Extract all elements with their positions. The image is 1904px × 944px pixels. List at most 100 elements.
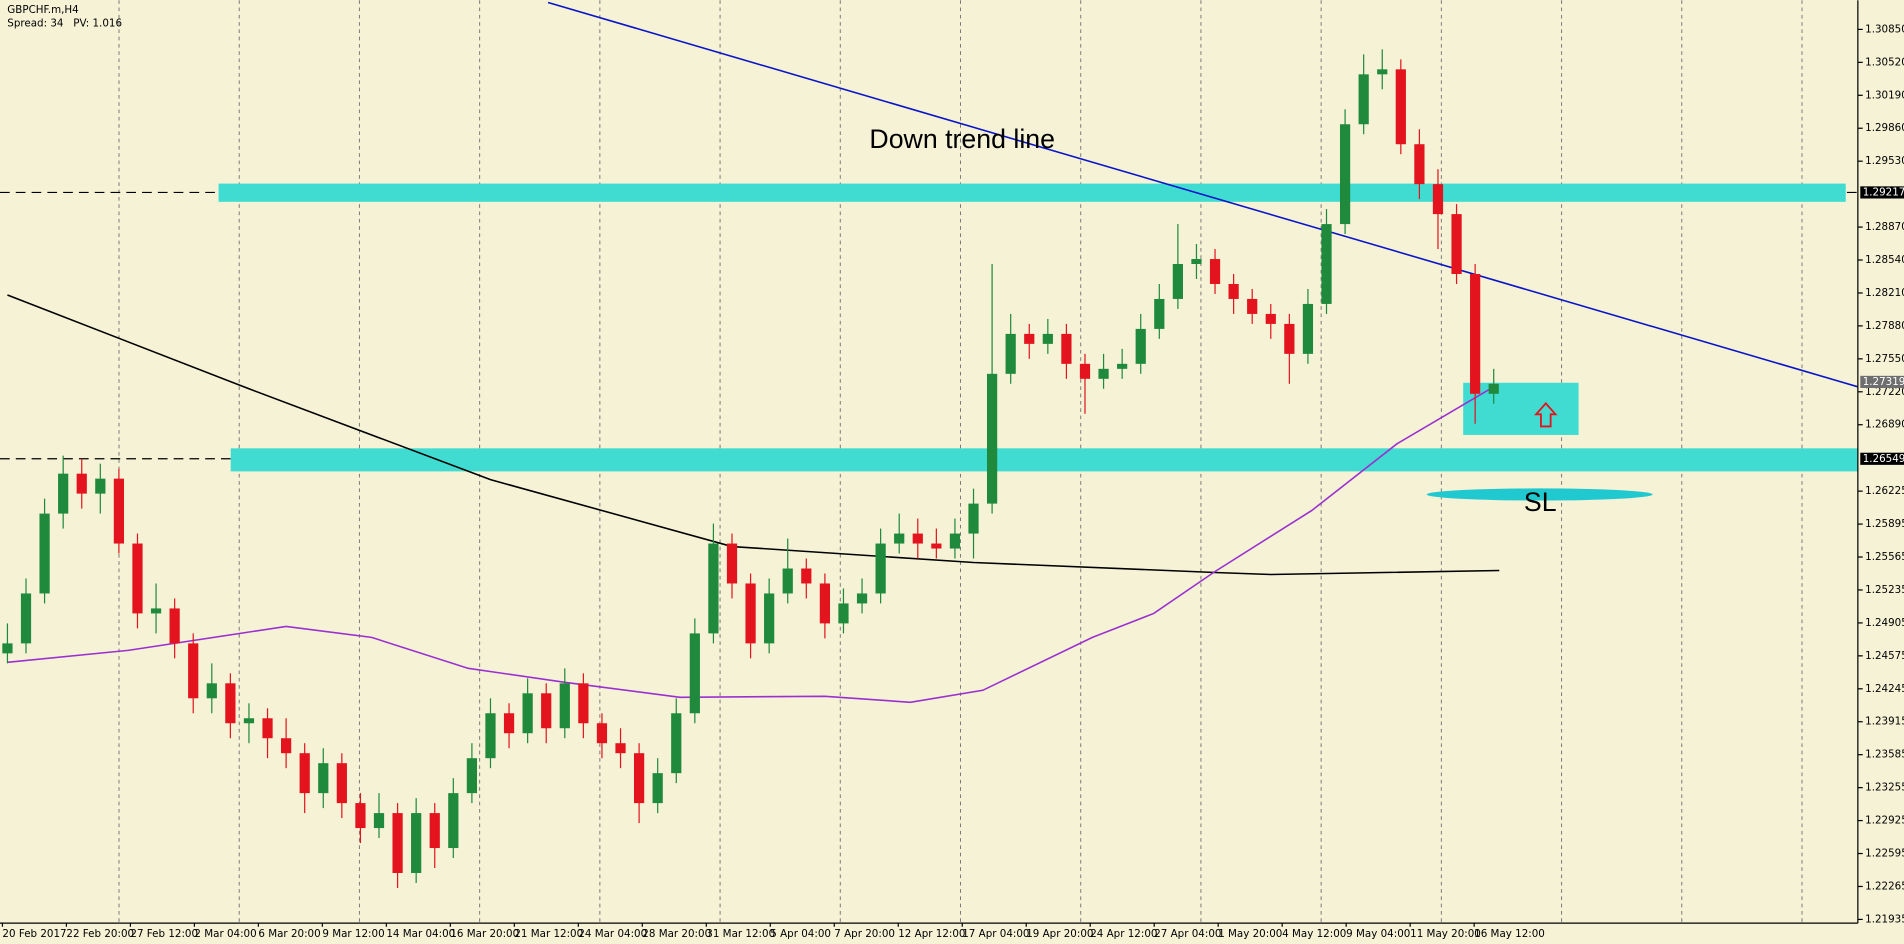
candle-body bbox=[1395, 69, 1406, 145]
candle-body bbox=[708, 543, 719, 634]
candle-body bbox=[894, 533, 905, 544]
y-tick-label: 1.23915 bbox=[1865, 716, 1904, 728]
trend-annotation: Down trend line bbox=[869, 124, 1055, 154]
candle-body bbox=[58, 473, 69, 514]
y-tick-label: 1.21935 bbox=[1865, 913, 1904, 925]
candle-body bbox=[429, 813, 440, 849]
y-tick-label: 1.30190 bbox=[1865, 89, 1904, 101]
candle-body bbox=[745, 583, 756, 644]
candle-body bbox=[243, 718, 255, 724]
candle-body bbox=[1414, 144, 1425, 185]
x-tick-label: 14 Mar 04:00 bbox=[386, 928, 455, 940]
candle-body bbox=[801, 568, 812, 584]
candle-body bbox=[968, 503, 979, 534]
candle-body bbox=[336, 763, 347, 804]
candle-body bbox=[411, 813, 422, 873]
y-tick-label: 1.27220 bbox=[1865, 386, 1904, 398]
x-tick-label: 12 Apr 12:00 bbox=[898, 928, 965, 940]
sl-annotation: SL bbox=[1524, 487, 1557, 517]
candle-body bbox=[281, 738, 292, 754]
y-tick-label: 1.24905 bbox=[1865, 617, 1904, 629]
x-tick-label: 22 Feb 20:00 bbox=[66, 928, 134, 940]
resistance-zone bbox=[218, 183, 1846, 202]
support-zone bbox=[230, 448, 1858, 472]
y-tick-label: 1.30850 bbox=[1865, 23, 1904, 35]
candle-body bbox=[1098, 368, 1109, 379]
candle-body bbox=[912, 533, 923, 544]
level-label-box bbox=[1860, 186, 1904, 199]
y-tick-label: 1.26225 bbox=[1865, 485, 1904, 497]
candle-body bbox=[726, 543, 738, 584]
candle-body bbox=[949, 533, 961, 549]
x-tick-label: 27 Apr 04:00 bbox=[1154, 928, 1221, 940]
candle-body bbox=[615, 743, 626, 754]
candle-body bbox=[986, 373, 998, 504]
y-tick-label: 1.22595 bbox=[1865, 848, 1904, 860]
y-tick-label: 1.23255 bbox=[1865, 782, 1904, 794]
candle-body bbox=[1265, 313, 1276, 324]
candle-body bbox=[1451, 214, 1462, 274]
x-tick-label: 2 Mar 04:00 bbox=[194, 928, 256, 940]
price-label-box bbox=[1860, 375, 1904, 388]
candle-body bbox=[1321, 224, 1332, 304]
candle-body bbox=[1005, 333, 1016, 374]
level-label-box bbox=[1860, 452, 1904, 465]
candle-body bbox=[113, 478, 125, 544]
candle-body bbox=[633, 753, 645, 804]
candle-body bbox=[541, 693, 552, 729]
candle-body bbox=[856, 593, 868, 604]
entry-zone bbox=[1463, 382, 1579, 435]
symbol-label: GBPCHF.m,H4 bbox=[7, 4, 78, 16]
candle-body bbox=[76, 473, 87, 494]
candle-body bbox=[559, 683, 570, 729]
y-tick-label: 1.25565 bbox=[1865, 551, 1904, 563]
x-tick-label: 5 Apr 04:00 bbox=[770, 928, 831, 940]
x-tick-label: 16 Mar 20:00 bbox=[450, 928, 519, 940]
candle-body bbox=[1377, 69, 1388, 75]
overlay-line bbox=[7, 386, 1495, 704]
candle-body bbox=[392, 813, 403, 873]
y-tick-label: 1.25895 bbox=[1865, 518, 1904, 530]
candle-body bbox=[1172, 264, 1183, 299]
x-tick-label: 1 May 20:00 bbox=[1218, 928, 1282, 940]
candle-body bbox=[1339, 124, 1351, 225]
y-tick-label: 1.24245 bbox=[1865, 683, 1904, 695]
candle-body bbox=[578, 683, 589, 724]
x-tick-label: 20 Feb 2017 bbox=[2, 928, 66, 940]
y-tick-label: 1.27880 bbox=[1865, 320, 1904, 332]
candle-body bbox=[1079, 363, 1091, 379]
candle-body bbox=[1228, 283, 1239, 299]
x-tick-label: 27 Feb 12:00 bbox=[130, 928, 198, 940]
overlay-line bbox=[7, 294, 1500, 576]
candle-body bbox=[819, 583, 830, 624]
candle-body bbox=[466, 758, 478, 794]
candle-body bbox=[95, 478, 106, 494]
x-tick-label: 6 Mar 20:00 bbox=[258, 928, 320, 940]
candle-body bbox=[299, 753, 310, 794]
y-tick-label: 1.28870 bbox=[1865, 221, 1904, 233]
candle-body bbox=[1154, 298, 1165, 329]
candle-body bbox=[1302, 303, 1314, 354]
candles bbox=[2, 49, 1499, 888]
x-tick-label: 31 Mar 12:00 bbox=[706, 928, 775, 940]
candle-body bbox=[169, 608, 180, 644]
x-tick-label: 24 Apr 12:00 bbox=[1090, 928, 1157, 940]
y-tick-label: 1.28540 bbox=[1865, 254, 1904, 266]
candle-body bbox=[764, 593, 775, 644]
x-tick-label: 11 May 20:00 bbox=[1410, 928, 1481, 940]
overlays bbox=[7, 1, 1859, 704]
candle-body bbox=[373, 813, 385, 829]
candle-body bbox=[20, 593, 32, 644]
price-label: 1.27319 bbox=[1863, 376, 1904, 388]
level-label: 1.29217 bbox=[1863, 186, 1904, 198]
level-label: 1.26549 bbox=[1863, 453, 1904, 465]
x-tick-label: 4 May 12:00 bbox=[1282, 928, 1346, 940]
candle-body bbox=[1209, 259, 1221, 284]
x-tick-label: 24 Mar 04:00 bbox=[578, 928, 647, 940]
y-tick-label: 1.23585 bbox=[1865, 749, 1904, 761]
candle-body bbox=[1042, 333, 1053, 344]
y-tick-label: 1.29530 bbox=[1865, 155, 1904, 167]
candle-body bbox=[689, 633, 700, 714]
overlay-line bbox=[547, 1, 1859, 388]
